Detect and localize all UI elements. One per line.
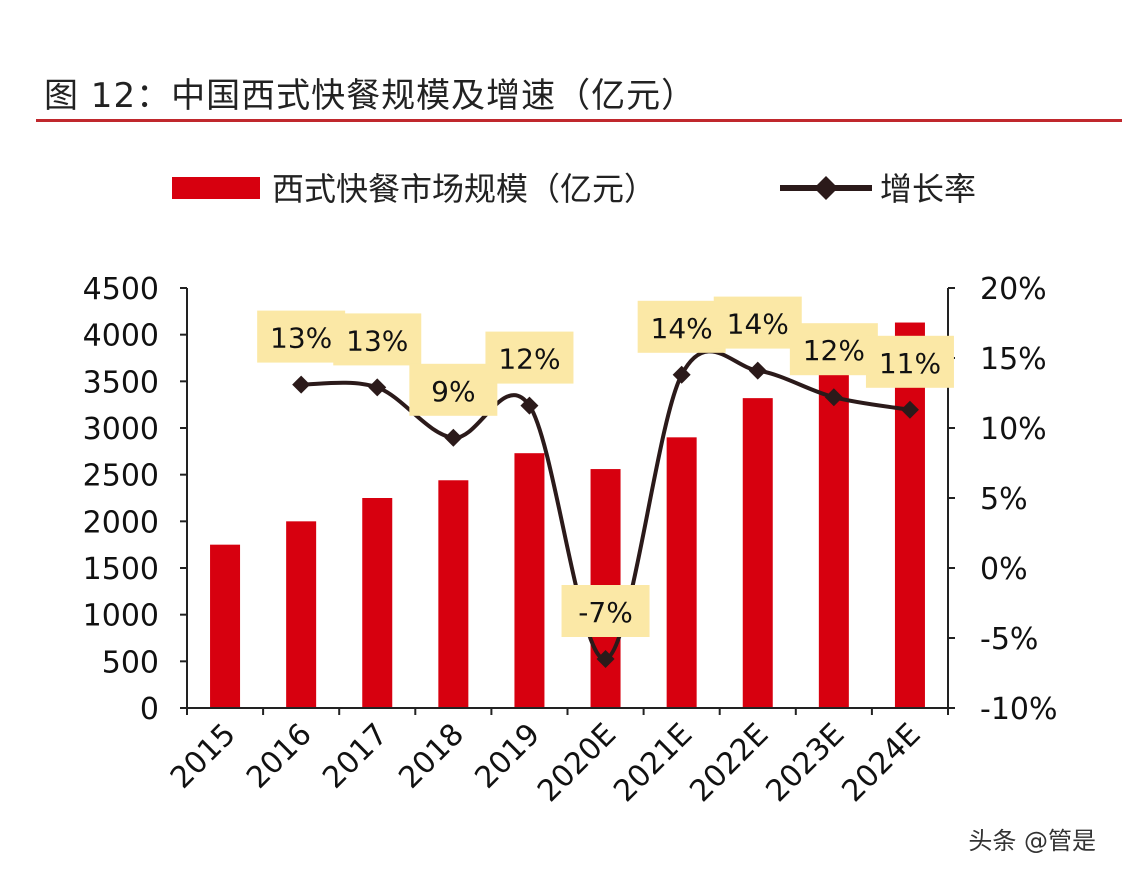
right-tick-label: -5%: [980, 622, 1038, 657]
bar-2017: [362, 498, 393, 708]
data-label-box-2021E: [637, 300, 726, 353]
data-label-box-2017: [333, 313, 422, 366]
left-tick-label: 500: [102, 645, 159, 680]
data-label-box-2020E: [561, 585, 650, 637]
data-label-box-2023E: [789, 323, 878, 376]
growth-marker-2016: [292, 375, 311, 394]
figure-title: 图 12：中国西式快餐规模及增速（亿元）: [44, 76, 697, 116]
data-label-box-2019: [485, 331, 574, 384]
growth-marker-2020E: [596, 650, 615, 668]
x-tick-label: 2023E: [759, 717, 851, 809]
title-rule: [36, 119, 1122, 122]
growth-marker-2018: [444, 428, 463, 447]
growth-marker-2022E: [748, 361, 767, 380]
data-label-box-2018: [409, 363, 498, 416]
left-tick-label: 4500: [83, 272, 159, 307]
data-label-2016: 13%: [270, 322, 332, 355]
data-label-box-2024E: [865, 335, 954, 388]
x-tick-label: 2022E: [683, 717, 775, 809]
right-tick-label: 10%: [980, 412, 1047, 447]
bar-2016: [286, 521, 317, 708]
data-label-2023E: 12%: [803, 334, 865, 367]
data-label-box-2022E: [713, 296, 802, 349]
data-label-2024E: 11%: [879, 347, 941, 380]
legend-bar-swatch: [172, 177, 260, 199]
left-tick-label: 1500: [83, 552, 159, 587]
data-label-2020E: -7%: [578, 596, 633, 629]
left-tick-label: 1000: [83, 599, 159, 634]
right-tick-label: 20%: [980, 272, 1047, 307]
data-label-2017: 13%: [346, 324, 408, 357]
legend-bar-label: 西式快餐市场规模（亿元）: [272, 170, 656, 208]
bar-2021E: [666, 437, 697, 708]
growth-marker-2024E: [900, 400, 919, 419]
right-tick-label: 15%: [980, 342, 1047, 377]
legend-line-label: 增长率: [880, 170, 976, 208]
growth-marker-2023E: [824, 388, 843, 407]
bar-2015: [210, 544, 241, 708]
x-tick-label: 2017: [316, 717, 395, 796]
right-tick-label: 0%: [980, 552, 1028, 587]
bar-2023E: [818, 360, 849, 708]
watermark: 头条 @管是: [968, 827, 1096, 855]
left-tick-label: 4000: [83, 319, 159, 354]
bar-2022E: [742, 398, 773, 708]
x-tick-label: 2024E: [835, 717, 927, 809]
legend-line-marker: [814, 176, 838, 200]
left-tick-label: 3000: [83, 412, 159, 447]
growth-marker-2019: [520, 396, 539, 415]
left-tick-label: 2000: [83, 505, 159, 540]
data-label-2022E: 14%: [727, 308, 789, 341]
left-tick-label: 0: [140, 692, 159, 727]
right-tick-label: 5%: [980, 482, 1028, 517]
x-tick-label: 2020E: [531, 717, 623, 809]
left-tick-label: 3500: [83, 365, 159, 400]
right-tick-label: -10%: [980, 692, 1058, 727]
x-tick-label: 2015: [164, 717, 243, 796]
data-label-2018: 9%: [431, 375, 475, 408]
growth-marker-2021E: [672, 365, 691, 384]
data-label-2019: 12%: [498, 343, 560, 376]
bar-2018: [438, 480, 469, 708]
data-label-box-2016: [257, 310, 346, 363]
x-tick-label: 2018: [392, 717, 471, 796]
x-tick-label: 2016: [240, 717, 319, 796]
data-label-2021E: 14%: [651, 312, 713, 345]
bar-2019: [514, 453, 545, 708]
left-tick-label: 2500: [83, 459, 159, 494]
x-tick-label: 2021E: [607, 717, 699, 809]
growth-marker-2017: [368, 378, 387, 397]
